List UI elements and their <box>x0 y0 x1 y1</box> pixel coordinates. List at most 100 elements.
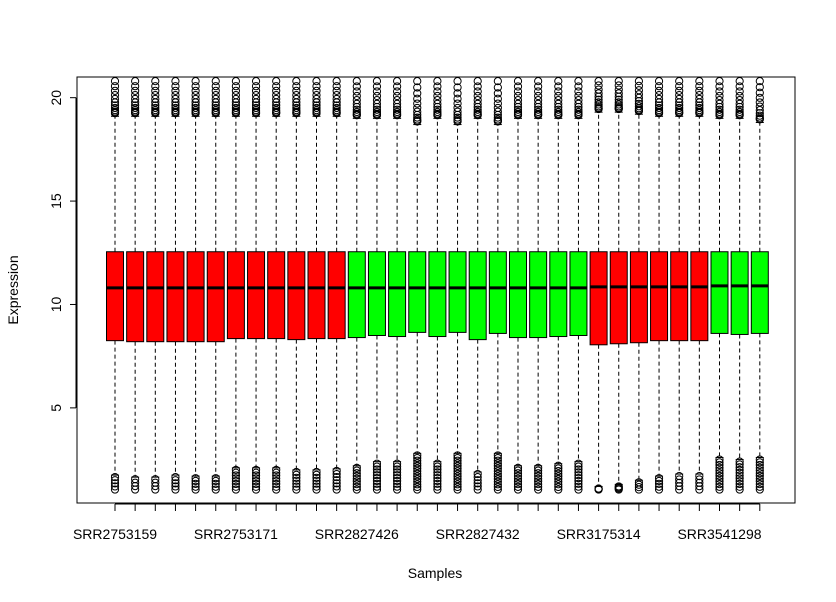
outlier-low-32-11 <box>735 485 744 494</box>
outlier-high-5-12 <box>191 77 200 86</box>
outlier-low-33-6 <box>755 469 764 478</box>
outlier-low-15-3 <box>393 465 402 474</box>
outlier-high-20-11 <box>493 83 502 92</box>
outlier-high-9-12 <box>272 77 281 86</box>
outlier-high-14-10 <box>372 87 382 96</box>
outlier-high-19-10 <box>473 87 482 96</box>
outlier-low-12-2 <box>332 469 341 479</box>
outlier-low-6-5 <box>211 485 220 494</box>
outlier-high-28-6 <box>654 101 664 110</box>
outlier-high-31-5 <box>715 105 724 114</box>
outlier-low-9-1 <box>272 465 281 475</box>
box-12 <box>327 251 346 340</box>
outlier-high-32-10 <box>735 87 744 96</box>
box-group-25 <box>589 77 608 494</box>
outlier-high-29-6 <box>675 101 684 110</box>
outlier-low-4-2 <box>171 476 180 485</box>
outlier-high-8-10 <box>251 86 261 95</box>
outlier-high-26-7 <box>614 95 623 104</box>
outlier-low-9-4 <box>272 474 281 483</box>
outlier-high-28-8 <box>654 94 664 104</box>
box-group-6 <box>206 77 225 494</box>
outlier-low-18-3 <box>453 456 462 465</box>
outlier-high-20-6 <box>493 107 502 116</box>
outlier-high-28-9 <box>654 91 664 100</box>
outlier-high-29-8 <box>675 94 684 104</box>
outlier-high-7-12 <box>231 77 240 86</box>
outlier-low-22-6 <box>534 477 543 486</box>
outlier-low-31-10 <box>715 480 724 489</box>
outlier-high-2-12 <box>131 77 140 86</box>
outlier-low-32-4 <box>735 465 744 475</box>
outlier-low-12-4 <box>332 476 341 485</box>
outlier-high-11-6 <box>312 101 321 110</box>
box-group-12 <box>327 77 346 494</box>
box-group-32 <box>730 77 749 494</box>
outlier-low-1-2 <box>110 476 120 485</box>
outlier-low-18-6 <box>453 464 462 473</box>
outlier-high-26-6 <box>614 98 623 107</box>
outlier-low-15-9 <box>393 482 402 491</box>
outlier-low-30-4 <box>695 482 704 491</box>
outlier-high-25-10 <box>594 85 603 94</box>
outlier-high-24-10 <box>574 87 583 96</box>
outlier-high-17-12 <box>433 77 442 86</box>
outlier-high-27-9 <box>634 90 644 99</box>
outlier-high-2-10 <box>131 86 140 95</box>
outlier-low-5-3 <box>191 479 200 488</box>
outlier-high-3-12 <box>151 77 160 86</box>
outlier-high-33-4 <box>755 111 764 120</box>
outlier-low-15-4 <box>393 468 402 477</box>
outlier-high-13-11 <box>352 82 361 91</box>
outlier-high-21-9 <box>513 91 523 101</box>
outlier-low-7-1 <box>231 465 240 475</box>
outlier-low-31-2 <box>715 458 724 467</box>
outlier-low-23-2 <box>554 464 563 473</box>
outlier-low-16-9 <box>413 472 422 481</box>
outlier-high-9-11 <box>272 82 281 91</box>
outlier-high-11-8 <box>312 94 321 104</box>
outlier-low-24-9 <box>574 482 583 491</box>
outlier-low-20-5 <box>493 461 502 471</box>
outlier-low-12-7 <box>332 485 341 494</box>
box-group-15 <box>388 77 407 494</box>
x-tick-label-25: SRR3175314 <box>557 526 641 542</box>
outlier-high-15-9 <box>393 91 402 101</box>
outlier-low-8-1 <box>251 465 261 475</box>
outlier-low-13-9 <box>352 485 361 494</box>
outlier-high-14-8 <box>372 96 382 105</box>
outlier-high-32-11 <box>735 82 744 91</box>
box-group-21 <box>509 77 527 494</box>
outlier-low-28-4 <box>654 482 664 491</box>
outlier-high-23-5 <box>554 105 563 114</box>
outlier-low-18-12 <box>453 480 462 489</box>
outlier-low-18-14 <box>453 485 462 494</box>
outlier-low-14-6 <box>372 473 382 483</box>
outlier-high-23-7 <box>554 99 563 108</box>
outlier-high-14-12 <box>372 77 382 86</box>
outlier-low-5-4 <box>191 482 200 491</box>
outlier-low-14-1 <box>372 459 382 468</box>
outlier-high-32-7 <box>735 99 744 108</box>
outlier-low-16-11 <box>413 477 422 486</box>
box-18 <box>448 251 467 333</box>
outlier-low-18-9 <box>453 472 462 481</box>
x-axis: SRR2753159 SRR2753171 SRR2827426 SRR2827432… <box>73 503 762 542</box>
outlier-low-32-8 <box>735 477 744 486</box>
outlier-low-1-1 <box>110 473 120 482</box>
outlier-high-24-9 <box>574 91 583 101</box>
outlier-high-18-12 <box>453 77 462 86</box>
outlier-low-22-4 <box>534 471 543 481</box>
outlier-low-7-5 <box>231 477 240 486</box>
outlier-low-14-5 <box>372 471 382 480</box>
outlier-low-20-14 <box>493 485 502 494</box>
outlier-high-26-11 <box>614 81 623 90</box>
outlier-low-32-10 <box>735 482 744 491</box>
outlier-low-2-3 <box>131 482 140 491</box>
outlier-high-22-5 <box>534 105 543 114</box>
outlier-high-24-4 <box>574 107 583 117</box>
outlier-high-14-4 <box>372 107 382 117</box>
outlier-high-23-9 <box>554 91 563 101</box>
box-20 <box>488 251 507 334</box>
outlier-low-32-9 <box>735 479 744 489</box>
